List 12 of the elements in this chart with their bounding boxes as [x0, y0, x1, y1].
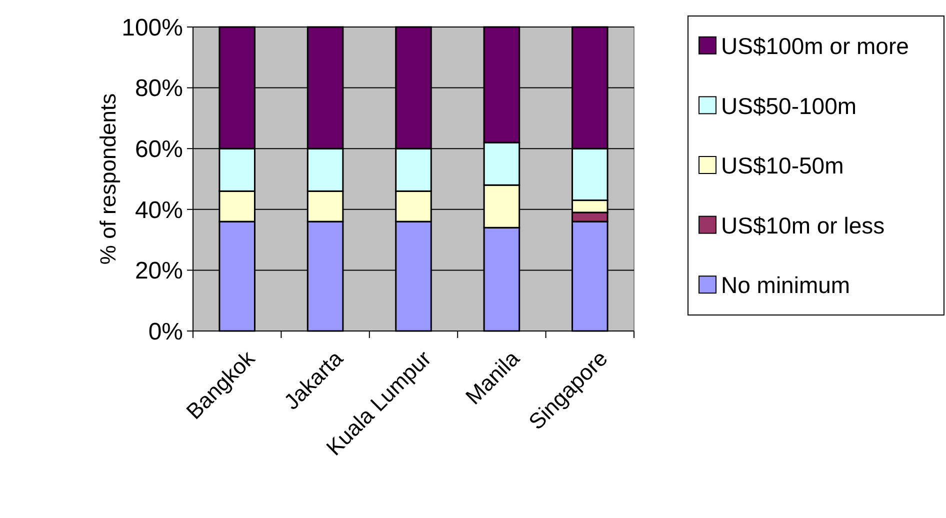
y-tick-label: 80% — [134, 75, 183, 102]
legend-label: No minimum — [721, 272, 850, 298]
y-tick-label: 0% — [148, 318, 183, 346]
legend-label: US$100m or more — [721, 32, 909, 59]
y-tick-label: 60% — [134, 136, 183, 163]
y-axis-title: % of respondents — [96, 93, 121, 265]
legend-label: US$10m or less — [721, 212, 885, 238]
y-tick-label: 40% — [134, 196, 183, 224]
y-tick-label: 100% — [122, 14, 183, 42]
legend-label: US$50-100m — [721, 92, 857, 119]
legend-label: US$10-50m — [721, 152, 844, 179]
y-tick-label: 20% — [134, 258, 183, 285]
